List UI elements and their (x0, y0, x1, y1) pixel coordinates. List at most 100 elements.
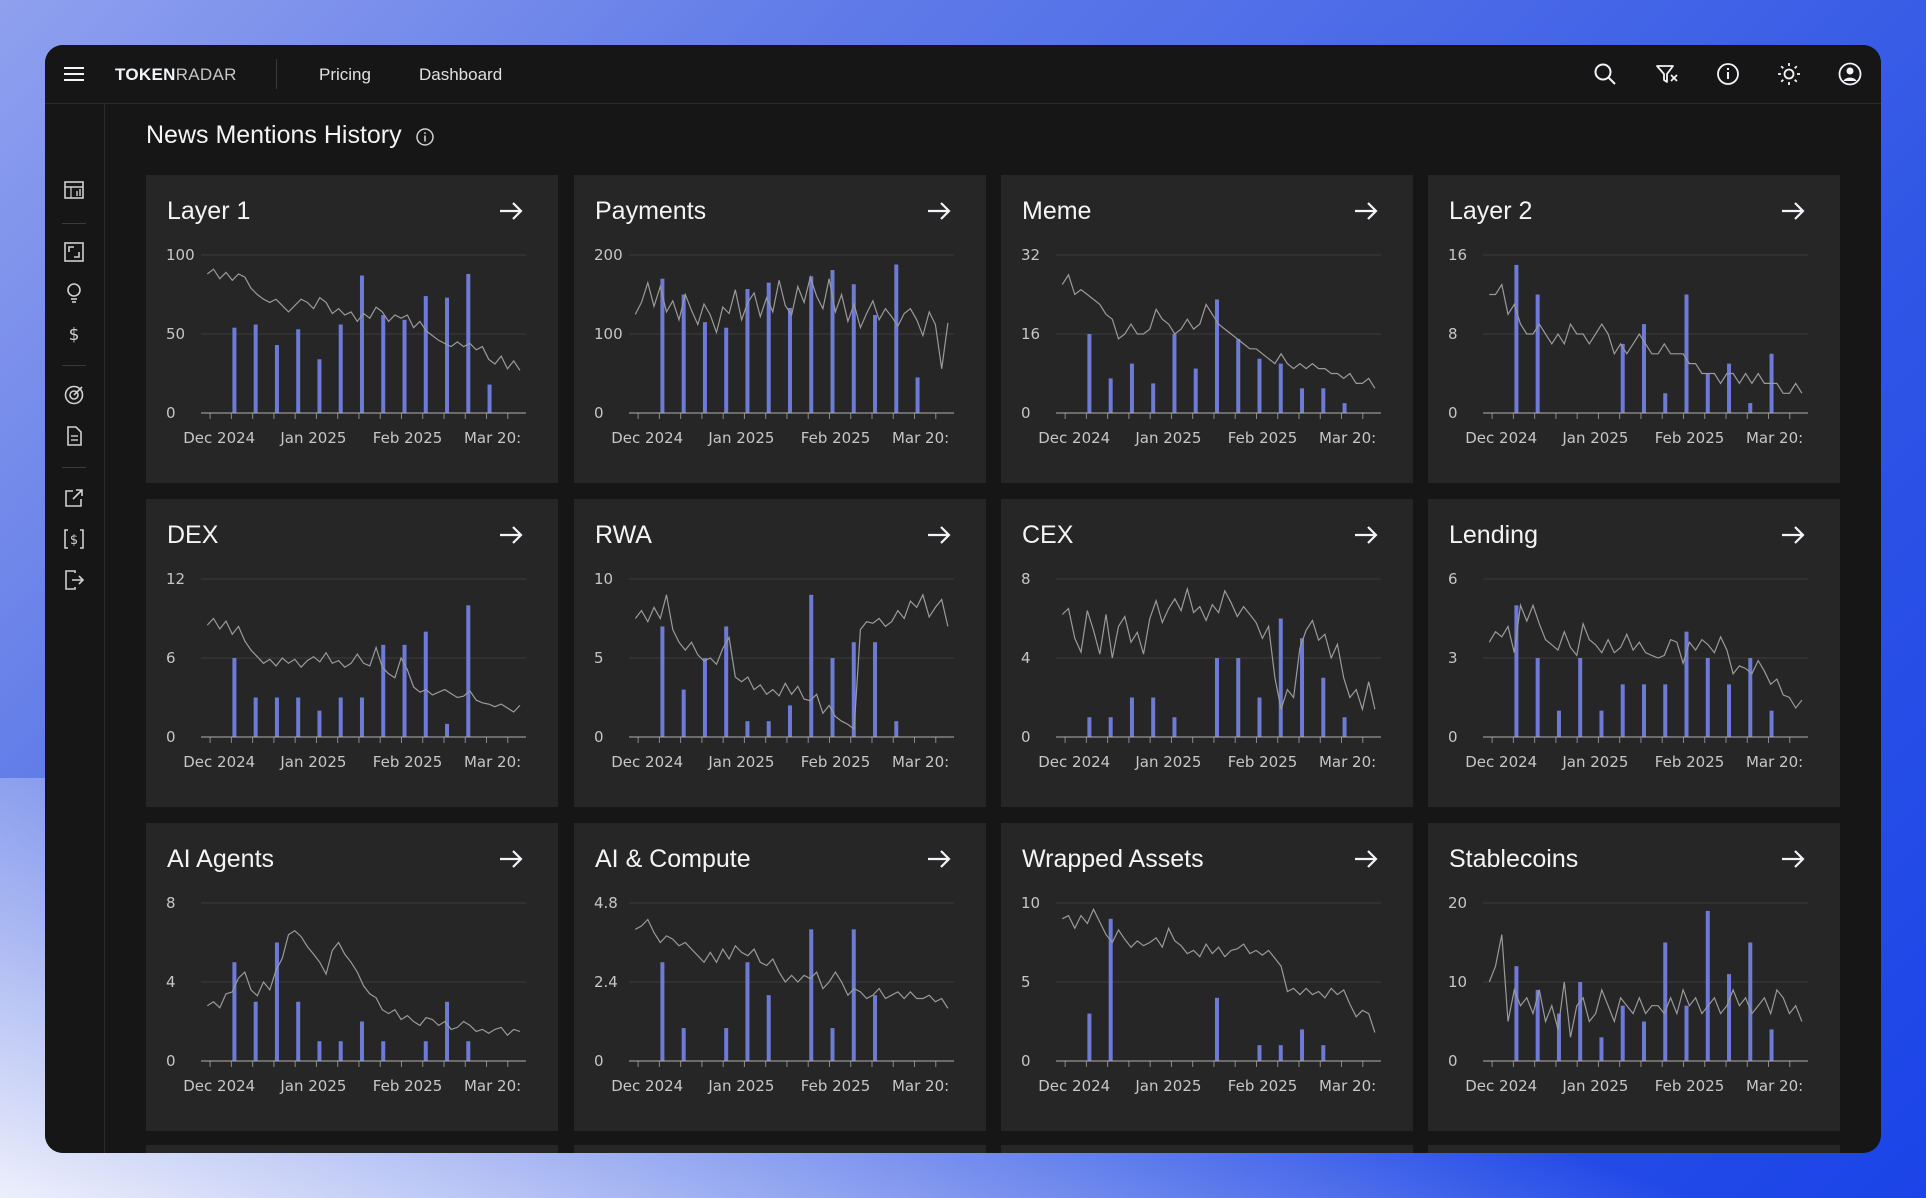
info-icon[interactable] (415, 127, 435, 147)
bar-mark[interactable] (1321, 388, 1326, 413)
bar-mark[interactable] (1769, 1029, 1774, 1061)
maximize-icon[interactable] (63, 241, 85, 263)
bar-mark[interactable] (274, 345, 279, 413)
bar-mark[interactable] (1769, 710, 1774, 737)
bar-mark[interactable] (1514, 264, 1519, 413)
category-card[interactable]: 16 8 0 Dec 2024 Jan 2025 Feb 2025 Mar 20: Layer… (1428, 175, 1840, 483)
bar-mark[interactable] (1214, 997, 1219, 1061)
category-card[interactable]: 8 4 0 Dec 2024 Jan 2025 Feb 2025 Mar 20: CEX (1001, 499, 1413, 807)
bar-mark[interactable] (1705, 910, 1710, 1061)
category-card[interactable]: 8 4 0 Dec 2024 Jan 2025 Feb 2025 Mar 20: AI Age… (146, 823, 558, 1131)
arrow-right-icon[interactable] (1779, 197, 1807, 225)
bar-mark[interactable] (1300, 388, 1305, 413)
bar-mark[interactable] (660, 626, 665, 737)
bar-mark[interactable] (1748, 403, 1753, 413)
theme-toggle-icon[interactable] (1776, 61, 1802, 87)
bar-mark[interactable] (381, 644, 386, 737)
bar-mark[interactable] (253, 1001, 258, 1061)
bar-mark[interactable] (296, 697, 301, 738)
bar-mark[interactable] (487, 384, 492, 413)
bar-mark[interactable] (423, 296, 428, 413)
category-card[interactable]: 20 10 0 Dec 2024 Jan 2025 Feb 2025 Mar 20: Stab… (1428, 823, 1840, 1131)
bar-mark[interactable] (317, 1041, 322, 1061)
bar-mark[interactable] (423, 631, 428, 737)
arrow-right-icon[interactable] (1352, 845, 1380, 873)
bar-mark[interactable] (745, 288, 750, 413)
arrow-right-icon[interactable] (1352, 521, 1380, 549)
bar-mark[interactable] (1278, 1045, 1283, 1061)
calendar-icon[interactable] (63, 179, 85, 201)
bar-mark[interactable] (445, 723, 450, 737)
bar-mark[interactable] (724, 1028, 729, 1061)
category-card[interactable]: 200 100 0 Dec 2024 Jan 2025 Feb 2025 Mar 20: Pa… (574, 175, 986, 483)
bar-mark[interactable] (274, 942, 279, 1062)
nav-link-dashboard[interactable]: Dashboard (419, 65, 503, 84)
document-icon[interactable] (63, 425, 85, 447)
bar-mark[interactable] (1342, 717, 1347, 737)
menu-icon[interactable] (63, 63, 85, 85)
filter-clear-icon[interactable] (1654, 61, 1680, 87)
bar-mark[interactable] (1663, 942, 1668, 1062)
bar-mark[interactable] (1087, 1013, 1092, 1061)
bar-mark[interactable] (681, 1028, 686, 1061)
bar-mark[interactable] (232, 962, 237, 1061)
category-card[interactable]: 32 16 0 Dec 2024 Jan 2025 Feb 2025 Mar 20: Meme (1001, 175, 1413, 483)
bar-mark[interactable] (1129, 363, 1134, 413)
bar-mark[interactable] (317, 359, 322, 413)
bar-mark[interactable] (660, 278, 665, 413)
bar-mark[interactable] (851, 929, 856, 1061)
bar-mark[interactable] (1641, 324, 1646, 413)
bar-mark[interactable] (1278, 363, 1283, 413)
bar-mark[interactable] (1748, 942, 1753, 1062)
bar-mark[interactable] (232, 658, 237, 737)
bar-mark[interactable] (1705, 373, 1710, 414)
arrow-right-icon[interactable] (497, 197, 525, 225)
bar-mark[interactable] (338, 697, 343, 738)
bar-mark[interactable] (660, 962, 665, 1061)
bar-mark[interactable] (894, 721, 899, 737)
bar-mark[interactable] (724, 626, 729, 737)
bar-mark[interactable] (830, 270, 835, 413)
brand-logo[interactable]: TOKENRADAR (115, 65, 237, 85)
bar-mark[interactable] (1321, 677, 1326, 737)
bar-mark[interactable] (873, 642, 878, 737)
bar-mark[interactable] (766, 282, 771, 413)
target-icon[interactable] (63, 384, 85, 406)
arrow-right-icon[interactable] (925, 845, 953, 873)
bar-mark[interactable] (1108, 378, 1113, 413)
user-profile-icon[interactable] (1837, 61, 1863, 87)
bar-mark[interactable] (1257, 358, 1262, 413)
bar-mark[interactable] (766, 721, 771, 737)
bar-mark[interactable] (1108, 918, 1113, 1061)
bar-mark[interactable] (402, 644, 407, 737)
bar-mark[interactable] (1727, 684, 1732, 737)
bar-mark[interactable] (466, 1041, 471, 1061)
category-card[interactable]: 10 5 0 Dec 2024 Jan 2025 Feb 2025 Mar 20: Wrapp… (1001, 823, 1413, 1131)
bar-mark[interactable] (381, 315, 386, 413)
bar-mark[interactable] (681, 294, 686, 414)
bar-mark[interactable] (1300, 638, 1305, 737)
bar-mark[interactable] (1172, 334, 1177, 413)
arrow-right-icon[interactable] (925, 197, 953, 225)
bar-mark[interactable] (1278, 618, 1283, 738)
bar-mark[interactable] (809, 929, 814, 1061)
bar-mark[interactable] (1151, 383, 1156, 413)
bar-mark[interactable] (1556, 1013, 1561, 1061)
bar-mark[interactable] (1705, 658, 1710, 737)
bar-mark[interactable] (423, 1041, 428, 1061)
logout-icon[interactable] (63, 569, 85, 591)
bar-mark[interactable] (359, 275, 364, 413)
bar-mark[interactable] (317, 710, 322, 737)
dollar-icon[interactable]: $ (63, 323, 85, 345)
bar-mark[interactable] (1684, 1005, 1689, 1061)
bar-mark[interactable] (296, 329, 301, 413)
bar-mark[interactable] (1151, 697, 1156, 738)
bar-mark[interactable] (1342, 403, 1347, 413)
bar-mark[interactable] (1684, 631, 1689, 737)
bar-mark[interactable] (1214, 658, 1219, 737)
bar-mark[interactable] (809, 276, 814, 413)
bar-mark[interactable] (1236, 658, 1241, 737)
bar-mark[interactable] (1535, 658, 1540, 737)
bar-mark[interactable] (359, 1021, 364, 1062)
bar-mark[interactable] (1599, 710, 1604, 737)
